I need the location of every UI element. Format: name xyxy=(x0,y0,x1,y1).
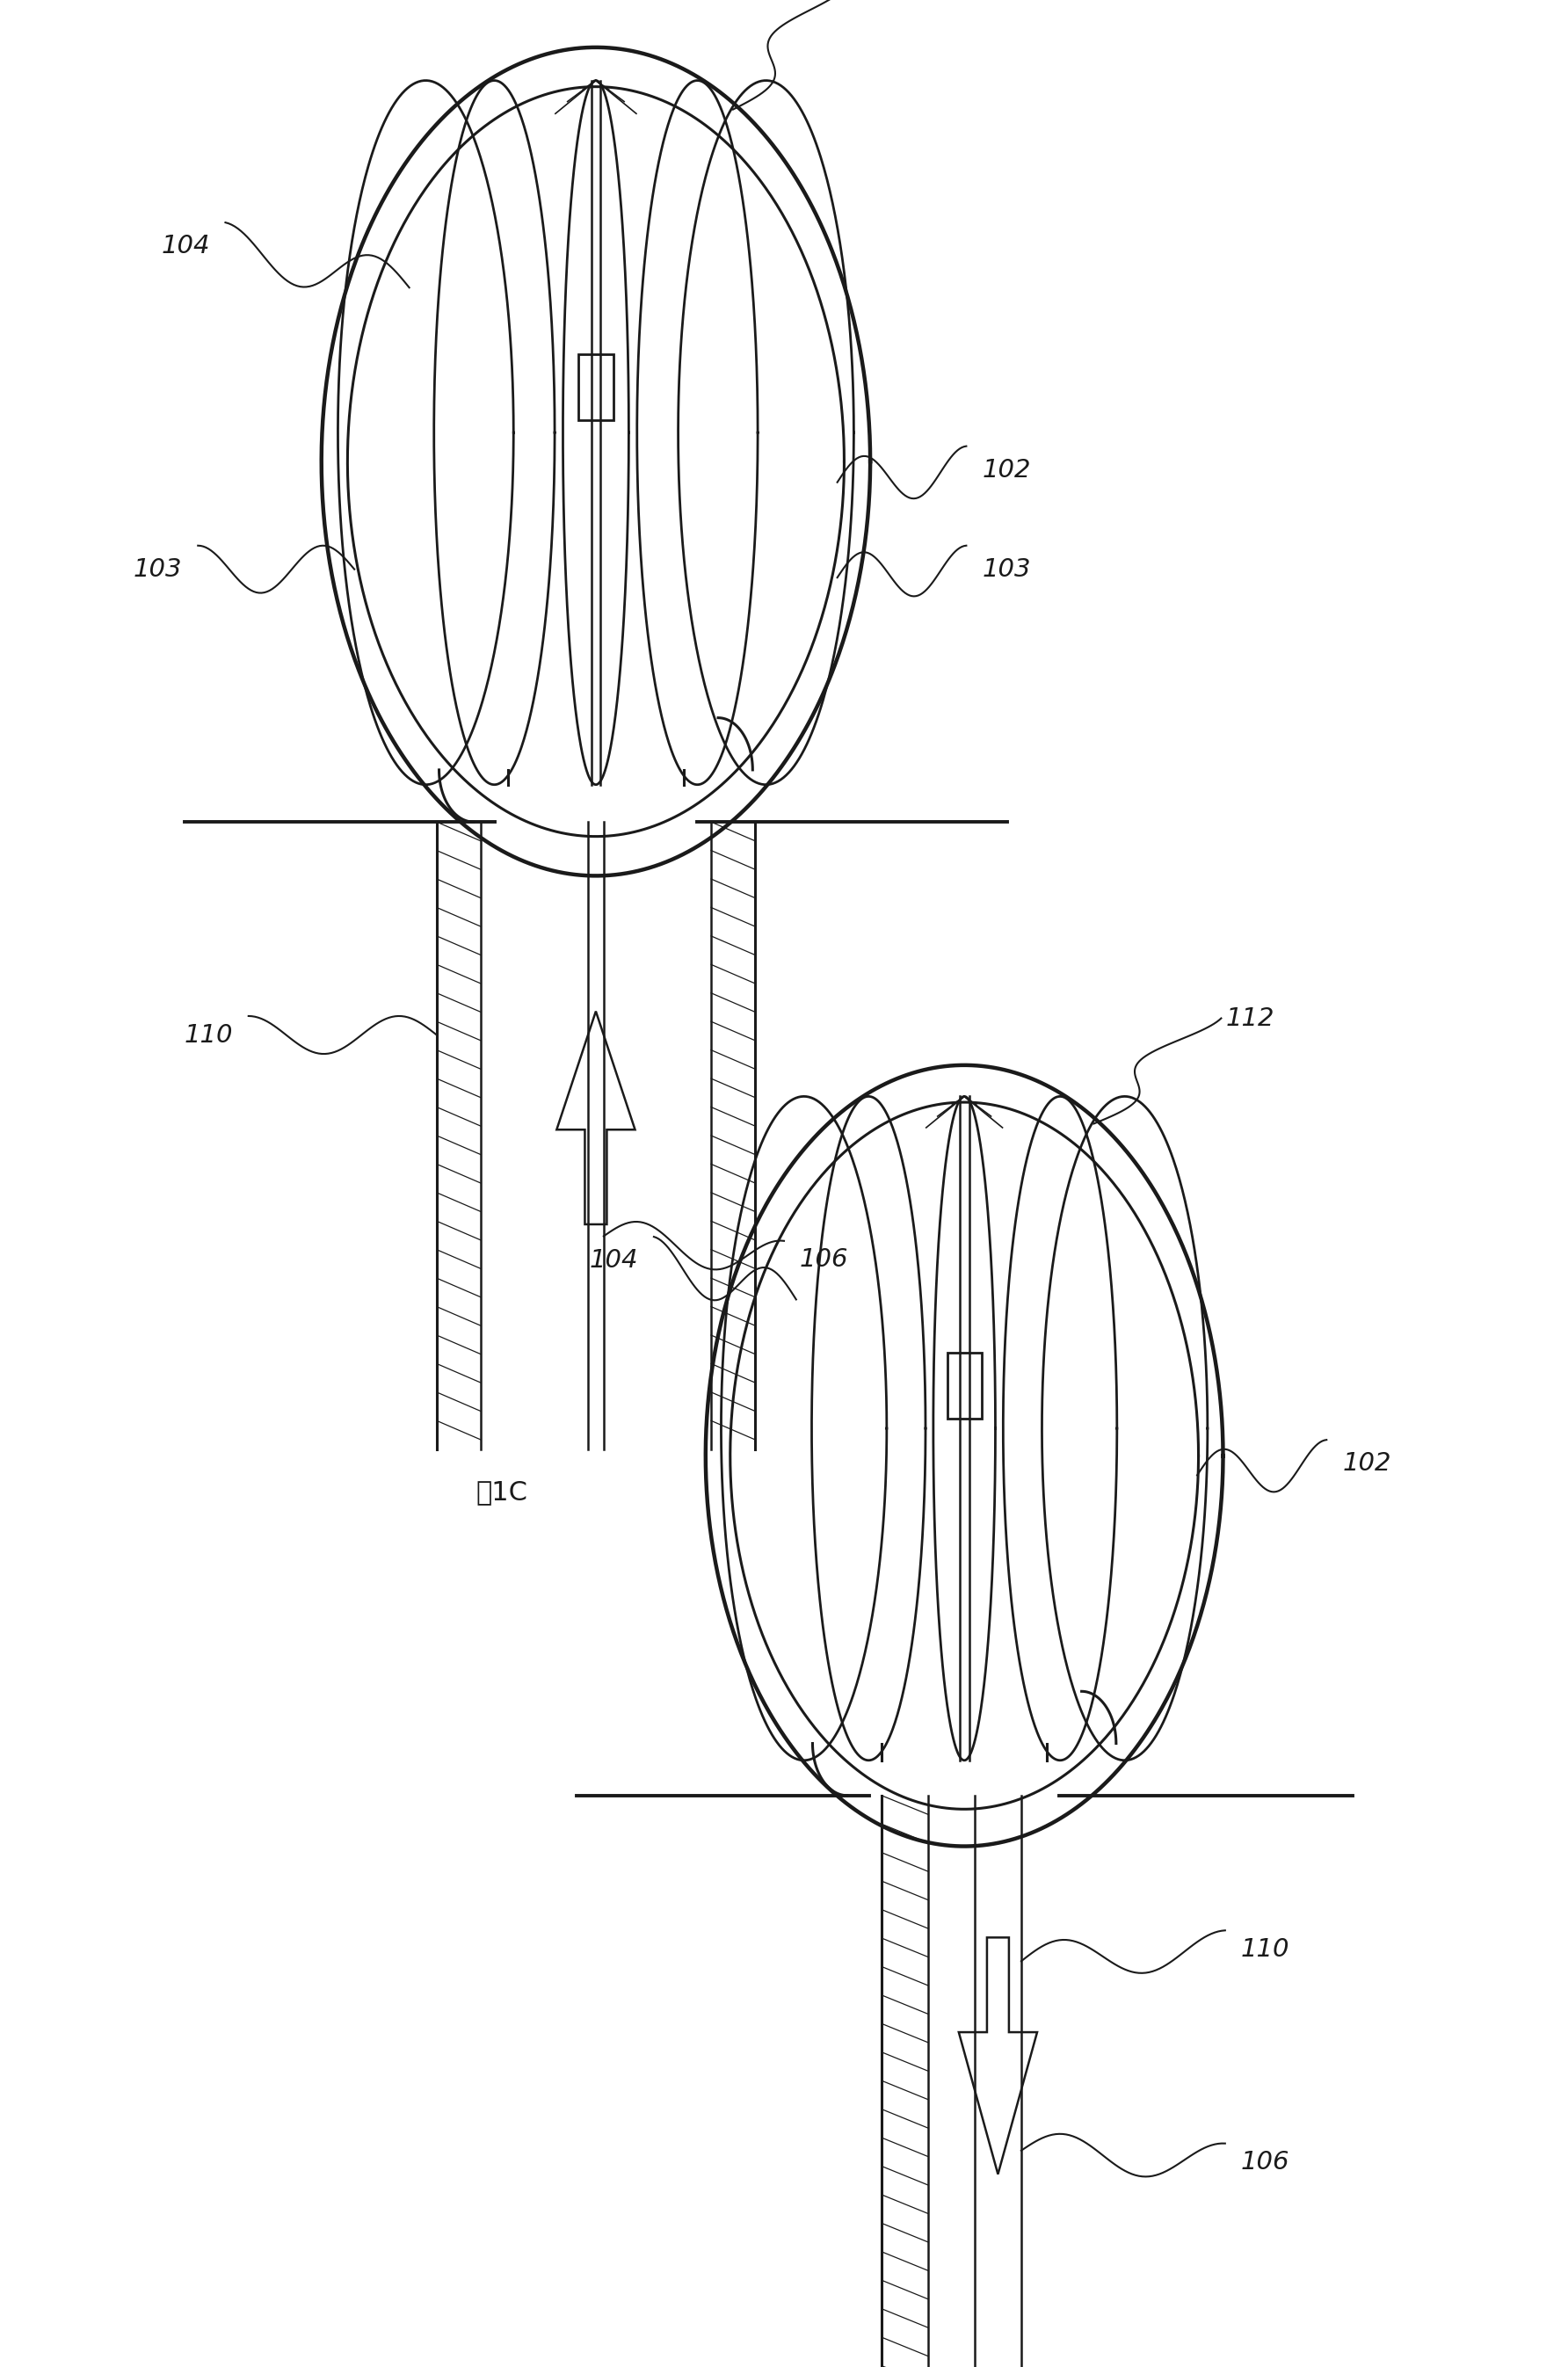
Text: 106: 106 xyxy=(800,1247,848,1271)
Polygon shape xyxy=(958,1939,1036,2175)
Text: 图1C: 图1C xyxy=(475,1479,528,1505)
Text: 110: 110 xyxy=(183,1023,234,1046)
Text: 102: 102 xyxy=(982,457,1030,483)
Polygon shape xyxy=(557,1011,635,1224)
Bar xyxy=(579,355,613,421)
Text: 104: 104 xyxy=(162,234,210,258)
Bar xyxy=(947,1352,982,1418)
Text: 102: 102 xyxy=(1342,1451,1391,1475)
Text: 112: 112 xyxy=(1226,1006,1275,1030)
Text: 104: 104 xyxy=(590,1247,638,1273)
Text: 106: 106 xyxy=(1240,2149,1289,2175)
Text: 103: 103 xyxy=(982,556,1030,582)
Text: 110: 110 xyxy=(1240,1936,1289,1962)
Text: 103: 103 xyxy=(133,556,182,582)
